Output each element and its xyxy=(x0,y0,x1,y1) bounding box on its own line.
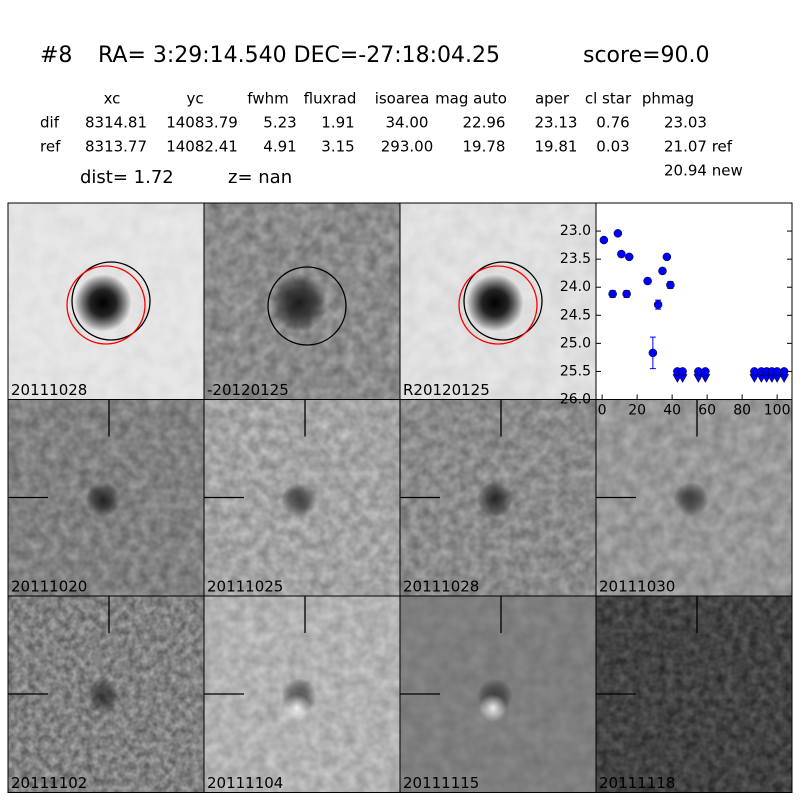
point xyxy=(608,289,617,299)
y-tick-label: 24.5 xyxy=(560,307,591,323)
cell: 19.78 xyxy=(463,138,506,156)
row-label: ref xyxy=(40,138,61,156)
column-header: fluxrad xyxy=(304,90,357,108)
point xyxy=(658,266,667,276)
point xyxy=(622,289,631,299)
cell: 19.81 xyxy=(535,138,578,156)
cell: 23.03 xyxy=(664,114,707,132)
column-header: mag auto xyxy=(435,90,507,108)
point xyxy=(653,300,663,309)
stamp-frame xyxy=(595,595,793,793)
column-header: phmag xyxy=(642,90,694,108)
y-tick-label: 23.0 xyxy=(560,223,591,239)
point xyxy=(617,249,626,259)
cell: 21.07 ref xyxy=(664,138,733,156)
source xyxy=(270,274,328,332)
y-tick-label: 26.0 xyxy=(560,392,591,408)
y-tick-label: 24.0 xyxy=(560,279,591,295)
source xyxy=(74,274,132,332)
stamp-label: -20120125 xyxy=(207,381,289,399)
column-header: cl star xyxy=(585,90,632,108)
stamp-label: 20111115 xyxy=(403,774,479,792)
stamp-label: 20111102 xyxy=(11,774,87,792)
point xyxy=(648,348,658,358)
stamp-label: 20111028 xyxy=(11,381,87,399)
title-score: score=90.0 xyxy=(583,43,710,68)
column-header: aper xyxy=(535,90,570,108)
point xyxy=(643,276,652,286)
cell: 22.96 xyxy=(463,114,506,132)
source xyxy=(673,481,709,518)
source xyxy=(477,481,513,518)
cell: 23.13 xyxy=(535,114,578,132)
residual xyxy=(479,694,507,722)
y-tick-label: 23.5 xyxy=(560,251,591,267)
source xyxy=(281,481,317,518)
point xyxy=(666,280,675,290)
cell: 34.00 xyxy=(386,114,429,132)
source xyxy=(466,274,524,332)
aperture xyxy=(71,261,151,341)
x-tick-label: 100 xyxy=(764,403,791,419)
cell: 1.91 xyxy=(321,114,354,132)
column-header: fwhm xyxy=(247,90,288,108)
x-tick-label: 60 xyxy=(698,403,716,419)
stamp-label: 20111025 xyxy=(207,578,283,596)
source xyxy=(85,481,121,518)
title-coords: RA= 3:29:14.540 DEC=-27:18:04.25 xyxy=(98,43,500,68)
residual xyxy=(283,694,311,722)
point xyxy=(625,252,634,262)
cell: 5.23 xyxy=(263,114,296,132)
plot-area xyxy=(595,202,793,400)
dist: dist= 1.72 xyxy=(80,167,174,188)
x-tick-label: 20 xyxy=(628,403,646,419)
x-tick-label: 40 xyxy=(663,403,681,419)
aperture xyxy=(458,265,538,345)
point xyxy=(779,367,789,376)
cell: 14082.41 xyxy=(166,138,238,156)
y-tick-label: 25.5 xyxy=(560,363,591,379)
stamp-label: R20120125 xyxy=(403,381,490,399)
point xyxy=(701,367,710,376)
redshift: z= nan xyxy=(228,167,292,188)
title-id: #8 xyxy=(40,43,72,68)
source xyxy=(85,678,121,714)
stamp-label: 20111028 xyxy=(403,578,479,596)
row-label: dif xyxy=(40,114,60,132)
x-tick-label: 0 xyxy=(598,403,607,419)
cell: 8314.81 xyxy=(85,114,147,132)
point xyxy=(662,252,672,262)
column-header: isoarea xyxy=(375,90,430,108)
cell: 8313.77 xyxy=(85,138,147,156)
point xyxy=(599,235,609,245)
point xyxy=(613,229,623,238)
cell: 4.91 xyxy=(263,138,296,156)
stamp-label: 20111104 xyxy=(207,774,283,792)
cell: 293.00 xyxy=(381,138,434,156)
cell: 3.15 xyxy=(321,138,354,156)
cell: 0.76 xyxy=(596,114,629,132)
column-header: xc xyxy=(104,90,121,108)
aperture xyxy=(66,265,146,345)
cell: 0.03 xyxy=(596,138,629,156)
stamp-label: 20111030 xyxy=(599,578,675,596)
y-tick-label: 25.0 xyxy=(560,335,591,351)
stamp-label: 20111118 xyxy=(599,774,675,792)
cell: 14083.79 xyxy=(166,114,238,132)
table-extra: 20.94 new xyxy=(664,162,743,180)
stamp-label: 20111020 xyxy=(11,578,87,596)
x-tick-label: 80 xyxy=(733,403,751,419)
aperture xyxy=(463,261,543,341)
column-header: yc xyxy=(186,90,203,108)
point xyxy=(678,367,687,376)
aperture xyxy=(267,266,347,346)
